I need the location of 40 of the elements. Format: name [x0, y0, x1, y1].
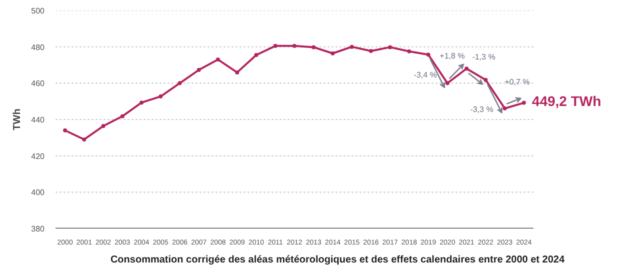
point — [407, 49, 412, 54]
point — [216, 58, 220, 62]
point — [196, 68, 201, 72]
annotation: +0,7 % — [504, 77, 530, 86]
point — [484, 78, 488, 82]
point — [158, 94, 163, 98]
point — [350, 44, 354, 49]
annotation: -1,3 % — [472, 52, 496, 62]
point — [502, 106, 507, 110]
y-tick-label: 400 — [31, 188, 46, 198]
point — [63, 128, 68, 132]
point — [522, 100, 526, 105]
point — [101, 124, 106, 128]
point — [140, 100, 144, 105]
annotation: -3,3 % — [470, 104, 494, 114]
y-tick-label: 440 — [31, 116, 46, 124]
y-tick-label: 500 — [31, 6, 46, 16]
point — [445, 81, 450, 86]
y-axis-title: TWh — [12, 108, 24, 130]
point — [120, 114, 124, 118]
y-tick-label: 420 — [31, 152, 46, 161]
point — [178, 81, 182, 86]
y-tick-label: 380 — [31, 224, 46, 234]
point — [368, 49, 373, 54]
point — [292, 44, 296, 48]
point — [464, 66, 469, 71]
annotation: +1,8 % — [440, 51, 465, 60]
annotation: -3,4 % — [414, 70, 437, 80]
point — [426, 52, 430, 57]
point — [312, 45, 316, 50]
point — [82, 137, 86, 142]
point — [273, 44, 278, 48]
text: Consommation corrigée des aléas météorologiques et des effets calendaires entre 2000 et 2024 — [110, 254, 565, 266]
point — [388, 45, 392, 50]
point — [235, 70, 240, 74]
y-tick-label: 460 — [31, 79, 46, 88]
point — [330, 51, 335, 56]
annotation: 449,2 TWh — [532, 92, 602, 109]
y-tick-label: 480 — [31, 42, 46, 52]
point — [254, 53, 258, 58]
